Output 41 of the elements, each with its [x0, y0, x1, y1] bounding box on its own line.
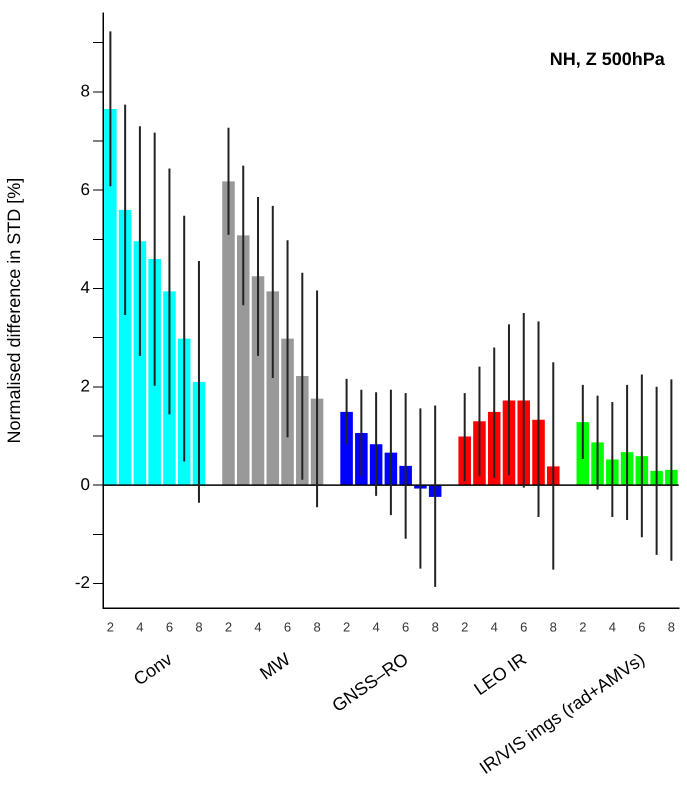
- x-tick-label: 2: [579, 619, 586, 634]
- x-tick-label: 8: [432, 619, 439, 634]
- x-tick-label: 2: [224, 619, 232, 634]
- x-tick-label: 8: [195, 619, 203, 634]
- x-tick-label: 4: [136, 619, 144, 634]
- x-tick-label: 8: [550, 619, 557, 634]
- y-tick-label: 6: [80, 180, 90, 199]
- bar: [148, 258, 161, 485]
- x-tick-label: 6: [638, 619, 646, 634]
- bar: [266, 291, 280, 485]
- bar: [118, 210, 132, 485]
- bar: [236, 235, 250, 485]
- x-tick-label: 4: [608, 619, 616, 634]
- x-tick-label: 6: [166, 619, 174, 634]
- x-tick-label: 2: [106, 619, 114, 634]
- x-tick-label: 2: [342, 619, 350, 634]
- y-tick-label: 4: [80, 278, 90, 298]
- bar: [134, 241, 146, 485]
- text: LEO IR: [470, 648, 530, 700]
- text: Conv: [130, 648, 176, 690]
- bar: [104, 109, 117, 485]
- x-tick-label: 4: [490, 619, 498, 634]
- y-tick-label: 2: [80, 376, 90, 396]
- x-tick-label: 8: [668, 619, 675, 634]
- x-tick-label: 4: [372, 619, 380, 634]
- x-tick-label: 6: [520, 619, 528, 634]
- x-tick-label: 8: [313, 619, 321, 634]
- y-tick-label: -2: [74, 573, 90, 592]
- bar: [222, 181, 235, 485]
- x-tick-label: 4: [254, 619, 262, 634]
- bar: [576, 422, 590, 485]
- bar: [252, 276, 264, 485]
- x-tick-label: 6: [402, 619, 410, 634]
- y-axis-title: Normalised difference in STD [%]: [4, 178, 24, 444]
- text: MW: [256, 648, 294, 684]
- bar: [340, 412, 353, 485]
- text: NH, Z 500hPa: [550, 49, 666, 70]
- x-tick-label: 6: [284, 619, 292, 634]
- y-tick-label: 8: [80, 82, 90, 101]
- y-tick-label: 0: [80, 474, 90, 494]
- x-tick-label: 2: [461, 619, 468, 634]
